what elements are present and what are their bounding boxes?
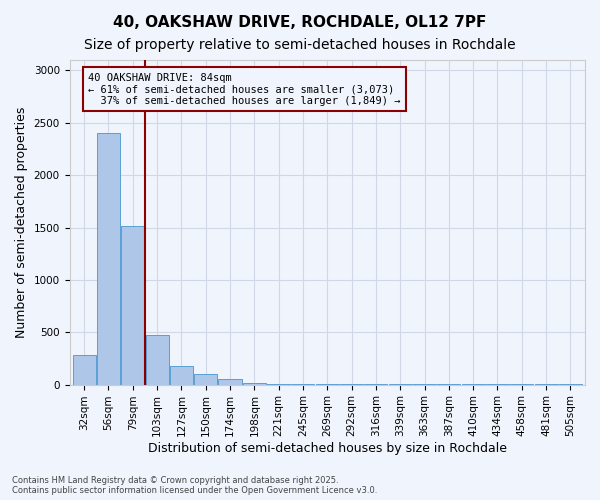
Bar — [218, 380, 242, 384]
Y-axis label: Number of semi-detached properties: Number of semi-detached properties — [15, 106, 28, 338]
Bar — [73, 356, 95, 384]
Text: 40 OAKSHAW DRIVE: 84sqm
← 61% of semi-detached houses are smaller (3,073)
  37% : 40 OAKSHAW DRIVE: 84sqm ← 61% of semi-de… — [88, 72, 401, 106]
Bar — [194, 374, 217, 384]
X-axis label: Distribution of semi-detached houses by size in Rochdale: Distribution of semi-detached houses by … — [148, 442, 507, 455]
Bar — [170, 366, 193, 384]
Bar — [146, 335, 169, 384]
Text: 40, OAKSHAW DRIVE, ROCHDALE, OL12 7PF: 40, OAKSHAW DRIVE, ROCHDALE, OL12 7PF — [113, 15, 487, 30]
Text: Contains HM Land Registry data © Crown copyright and database right 2025.
Contai: Contains HM Land Registry data © Crown c… — [12, 476, 377, 495]
Text: Size of property relative to semi-detached houses in Rochdale: Size of property relative to semi-detach… — [84, 38, 516, 52]
Bar — [97, 134, 120, 384]
Bar — [121, 226, 144, 384]
Bar — [243, 382, 266, 384]
